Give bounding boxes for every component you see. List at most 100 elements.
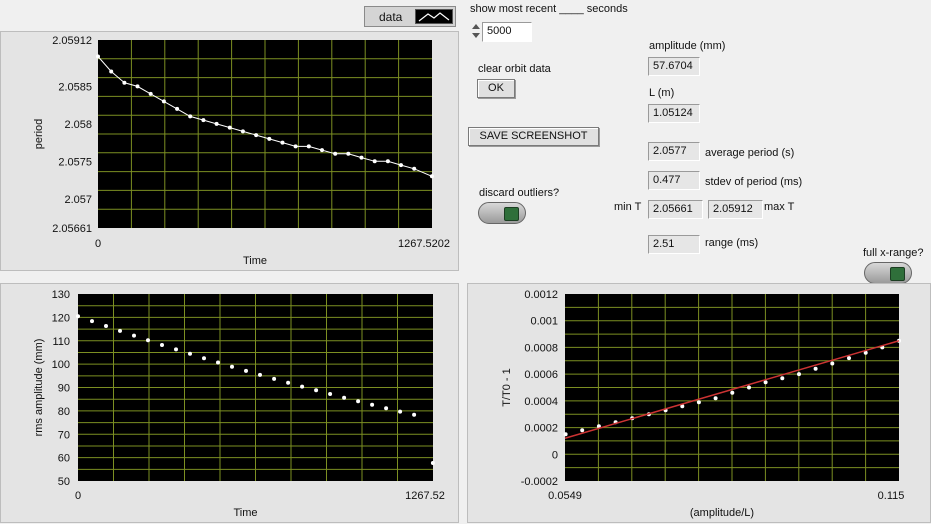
x-tick-label: 1267.5202 (398, 238, 450, 250)
increment-arrow-icon[interactable] (472, 24, 480, 29)
data-point (563, 432, 568, 437)
data-point (398, 409, 403, 414)
data-point (320, 148, 324, 153)
data-point (148, 91, 153, 96)
data-point (412, 412, 417, 417)
relative-period-chart[interactable]: 0.0012 0.001 0.0008 0.0006 0.0004 0.0002 0 -0.0… (468, 284, 931, 524)
y-tick-label: 50 (58, 476, 70, 488)
data-point (359, 155, 364, 160)
y-tick-label: 80 (58, 406, 70, 418)
x-tick-label: 0 (75, 490, 81, 502)
full-x-range-toggle[interactable] (864, 262, 912, 284)
data-point (280, 140, 285, 145)
y-axis-label: period (33, 119, 45, 150)
stdev-period-label: stdev of period (ms) (705, 176, 803, 188)
y-tick-label: 2.0575 (58, 156, 92, 168)
y-tick-label: 70 (58, 429, 70, 441)
data-point (96, 54, 100, 59)
y-tick-label: 60 (58, 453, 70, 465)
data-point (240, 129, 245, 134)
y-tick-label: 2.0585 (58, 81, 92, 93)
y-tick-label: -0.0002 (521, 476, 558, 488)
series-line (97, 56, 433, 177)
data-point (314, 388, 319, 393)
data-point (780, 376, 785, 381)
stdev-period-value: 0.477 (648, 171, 700, 190)
y-tick-label: 2.05912 (52, 35, 92, 47)
data-point (813, 366, 818, 371)
data-point (333, 151, 338, 156)
y-tick-label: 130 (52, 289, 70, 301)
data-point (596, 424, 601, 429)
x-axis-label: Time (243, 255, 267, 267)
max-t-value: 2.05912 (708, 200, 763, 219)
max-t-label: max T (764, 201, 795, 213)
data-point (328, 392, 333, 396)
data-point (160, 343, 164, 347)
recent-seconds-input[interactable]: 5000 (482, 22, 532, 42)
data-point (272, 376, 277, 381)
data-point (430, 461, 435, 465)
data-point (713, 396, 718, 401)
data-point (267, 136, 272, 141)
data-point (244, 368, 248, 373)
data-point (847, 356, 851, 361)
data-point (214, 121, 219, 126)
amplitude-chart-panel: 130 120 110 100 90 80 70 60 50 0 1267.52 Time rms am… (0, 283, 459, 523)
clear-orbit-label: clear orbit data (478, 63, 551, 75)
amplitude-value: 57.6704 (648, 57, 700, 76)
data-point (227, 125, 232, 130)
full-x-range-label: full x-range? (863, 247, 924, 259)
y-tick-label: 0.001 (530, 316, 558, 328)
y-tick-label: 0.0002 (524, 423, 558, 435)
min-t-value: 2.05661 (648, 200, 703, 219)
data-point (258, 372, 262, 377)
data-point (342, 395, 347, 400)
save-screenshot-button[interactable]: SAVE SCREENSHOT (468, 127, 599, 146)
data-point (135, 84, 140, 89)
length-value: 1.05124 (648, 104, 700, 123)
x-axis-label: Time (233, 507, 257, 519)
x-tick-label: 1267.52 (405, 490, 445, 502)
x-tick-label: 0 (95, 238, 101, 250)
recent-seconds-label: show most recent ____ seconds (470, 3, 628, 15)
y-tick-label: 0.0012 (524, 289, 558, 301)
data-point (76, 314, 80, 319)
y-tick-label: 110 (52, 336, 70, 348)
range-label: range (ms) (705, 237, 759, 249)
discard-outliers-toggle[interactable] (478, 202, 526, 224)
period-chart-panel: 2.05912 2.0585 2.058 2.0575 2.057 2.05661 0 126… (0, 31, 459, 271)
data-point (118, 328, 122, 333)
plot-legend[interactable]: data (364, 6, 456, 27)
length-label: L (m) (649, 87, 675, 99)
decrement-arrow-icon[interactable] (472, 33, 480, 38)
y-tick-label: 120 (52, 312, 70, 324)
data-point (372, 159, 377, 164)
data-point (747, 385, 751, 390)
recent-seconds-stepper[interactable] (471, 22, 481, 42)
data-point (174, 347, 178, 352)
y-axis-label: T/T0 - 1 (501, 368, 513, 407)
data-point (230, 364, 234, 369)
data-point (90, 319, 94, 324)
amplitude-label: amplitude (mm) (649, 40, 726, 52)
x-tick-label: 0.0549 (548, 490, 582, 502)
min-t-label: min T (614, 201, 642, 213)
data-point (175, 106, 180, 111)
y-tick-label: 2.058 (64, 119, 92, 131)
y-tick-label: 0.0004 (524, 396, 558, 408)
data-point (161, 99, 166, 104)
y-tick-label: 100 (52, 359, 70, 371)
data-point (286, 380, 291, 385)
toggle-led-icon (890, 267, 905, 281)
data-point (132, 333, 136, 338)
data-point (188, 351, 192, 356)
data-point (188, 114, 193, 119)
y-tick-label: 90 (58, 383, 70, 395)
data-point (356, 399, 361, 404)
amplitude-chart[interactable]: 130 120 110 100 90 80 70 60 50 0 1267.52 Time rms am… (1, 284, 460, 524)
data-point (797, 372, 801, 377)
clear-orbit-ok-button[interactable]: OK (477, 79, 515, 98)
data-point (830, 361, 835, 366)
